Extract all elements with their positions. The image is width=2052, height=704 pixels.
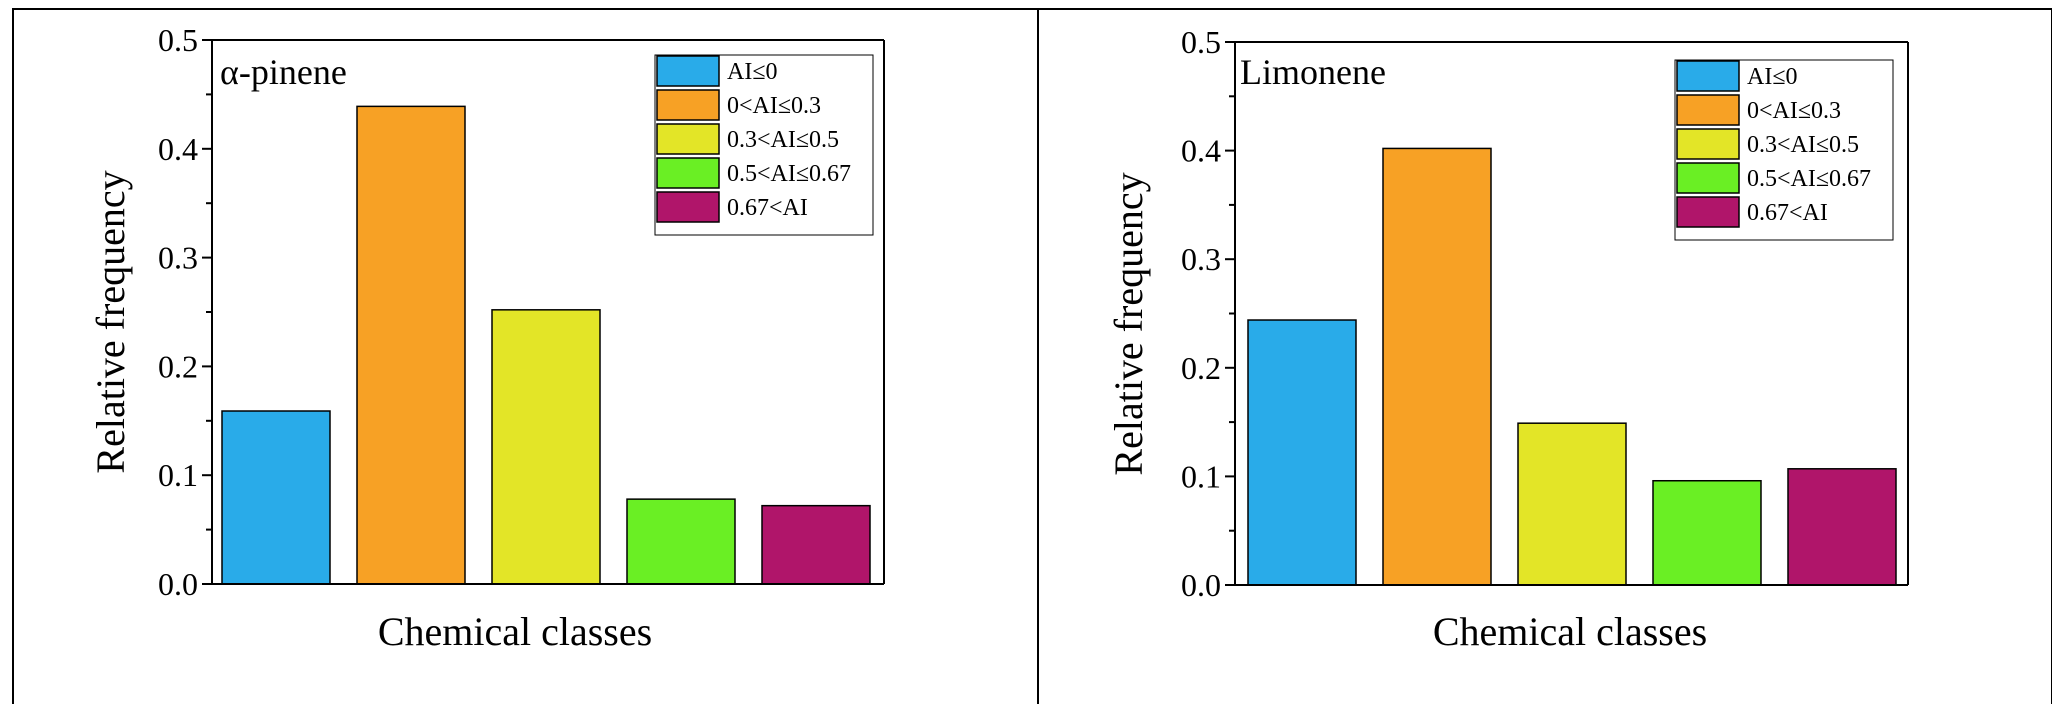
y-tick-label: 0.4 [158, 131, 198, 167]
legend-swatch [1676, 162, 1740, 194]
legend-swatch [656, 55, 720, 87]
legend-swatch [1676, 60, 1740, 92]
bar [1787, 468, 1897, 586]
bar [1382, 147, 1492, 586]
y-axis-label: Relative frequency [88, 170, 133, 473]
legend-label: 0<AI≤0.3 [1747, 98, 1841, 124]
y-tick-label: 0.0 [1181, 567, 1221, 603]
y-tick-label: 0.4 [1181, 133, 1221, 169]
legend-label: 0.5<AI≤0.67 [1747, 166, 1871, 192]
y-tick-label: 0.5 [1181, 24, 1221, 60]
bar [221, 410, 331, 585]
legend: AI≤0 0<AI≤0.3 0.3<AI≤0.5 0.5<AI≤0.67 0.67<AI [1674, 59, 1894, 241]
bar [491, 309, 601, 585]
y-tick-label: 0.3 [158, 240, 198, 276]
legend-swatch [656, 123, 720, 155]
legend-label: 0.3<AI≤0.5 [727, 127, 839, 153]
legend-label: AI≤0 [727, 59, 778, 85]
x-axis-label: Chemical classes [378, 609, 652, 654]
chart-panel-limonene: Limonene Relative frequency Chemical cla… [1106, 24, 1909, 654]
legend-swatch [656, 191, 720, 223]
y-axis-label: Relative frequency [1106, 172, 1151, 475]
bar [1247, 319, 1357, 586]
legend-label: AI≤0 [1747, 64, 1798, 90]
chart-title: α-pinene [220, 52, 347, 92]
legend-swatch [1676, 128, 1740, 160]
legend-label: 0.67<AI [1747, 200, 1828, 226]
figure-border [12, 8, 2052, 704]
legend-label: 0.5<AI≤0.67 [727, 161, 851, 187]
legend-swatch [656, 157, 720, 189]
legend-swatch [656, 89, 720, 121]
y-tick-label: 0.3 [1181, 241, 1221, 277]
y-tick-label: 0.1 [158, 457, 198, 493]
bar [761, 504, 871, 585]
legend-label: 0.67<AI [727, 195, 808, 221]
bar [1517, 422, 1627, 586]
chart-title: Limonene [1240, 52, 1386, 92]
legend-swatch [1676, 196, 1740, 228]
bar [356, 105, 466, 585]
x-axis-label: Chemical classes [1433, 609, 1707, 654]
y-tick-label: 0.2 [158, 348, 198, 384]
bar [626, 498, 736, 585]
y-tick-label: 0.1 [1181, 458, 1221, 494]
legend-label: 0.3<AI≤0.5 [1747, 132, 1859, 158]
legend-label: 0<AI≤0.3 [727, 93, 821, 119]
bar [1652, 479, 1762, 586]
y-tick-label: 0.5 [158, 22, 198, 58]
y-tick-label: 0.2 [1181, 350, 1221, 386]
y-tick-label: 0.0 [158, 566, 198, 602]
chart-panel-alpha-pinene: α-pinene Relative frequency Chemical cla… [88, 22, 885, 654]
legend: AI≤0 0<AI≤0.3 0.3<AI≤0.5 0.5<AI≤0.67 0.67<AI [654, 54, 874, 236]
legend-swatch [1676, 94, 1740, 126]
